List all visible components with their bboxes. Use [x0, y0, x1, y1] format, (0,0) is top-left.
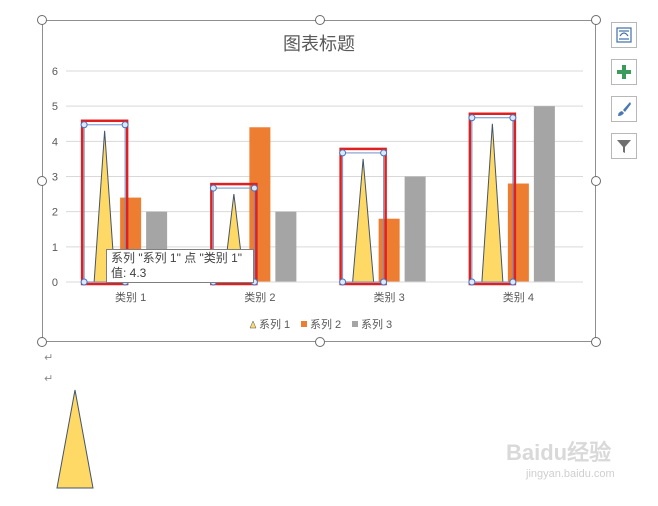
point-handle[interactable]	[380, 149, 388, 157]
point-handle[interactable]	[468, 114, 476, 122]
chart-filters-button[interactable]	[611, 133, 637, 159]
x-tick-label: 类别 1	[115, 290, 146, 304]
point-handle[interactable]	[250, 184, 258, 192]
legend-label: 系列 2	[310, 317, 341, 331]
bar[interactable]	[507, 183, 529, 282]
watermark-url: jingyan.baidu.com	[526, 468, 615, 480]
selection-highlight-box	[80, 119, 129, 286]
point-handle[interactable]	[380, 278, 388, 286]
selection-outline	[342, 152, 385, 283]
tooltip-line-2: 值: 4.3	[111, 266, 147, 280]
x-tick-label: 类别 2	[244, 290, 275, 304]
legend-label: 系列 3	[361, 317, 392, 331]
y-tick-label: 0	[52, 277, 58, 289]
baidu-watermark: Baidu经验 jingyan.baidu.com	[478, 438, 628, 496]
selection-outline	[83, 124, 126, 283]
point-handle[interactable]	[209, 184, 217, 192]
bar[interactable]	[378, 218, 400, 282]
selection-highlight-box	[339, 147, 387, 286]
point-handle[interactable]	[339, 149, 347, 157]
point-handle[interactable]	[80, 278, 88, 286]
point-handle[interactable]	[468, 278, 476, 286]
resize-handle-middle-left[interactable]	[37, 176, 47, 186]
x-tick-label: 类别 3	[374, 290, 405, 304]
resize-handle-top-middle[interactable]	[315, 15, 325, 25]
extra-triangle-shape[interactable]	[56, 389, 94, 489]
chart-elements-button[interactable]	[611, 59, 637, 85]
triangle-bar[interactable]	[481, 123, 504, 283]
chart-styles-button[interactable]	[611, 96, 637, 122]
chart-layout-button[interactable]	[611, 22, 637, 48]
watermark-brand: Baidu经验	[506, 440, 612, 465]
selection-highlight-box	[468, 112, 517, 286]
point-handle[interactable]	[80, 121, 88, 129]
y-tick-label: 6	[52, 66, 58, 78]
resize-handle-bottom-middle[interactable]	[315, 337, 325, 347]
resize-handle-bottom-right[interactable]	[591, 337, 601, 347]
resize-handle-bottom-left[interactable]	[37, 337, 47, 347]
plus-icon	[617, 65, 631, 79]
bar[interactable]	[404, 176, 426, 283]
resize-handle-top-left[interactable]	[37, 15, 47, 25]
point-handle[interactable]	[121, 121, 129, 129]
y-tick-label: 2	[52, 207, 58, 219]
selection-outline	[471, 117, 514, 283]
paragraph-mark: ↵	[44, 373, 54, 385]
chart-layout-icon	[616, 27, 632, 43]
filter-icon	[617, 140, 631, 153]
point-handle[interactable]	[509, 114, 517, 122]
point-handle[interactable]	[509, 278, 517, 286]
resize-handle-middle-right[interactable]	[591, 176, 601, 186]
selection-highlight-box	[210, 182, 258, 286]
tooltip-line-1: 系列 "系列 1" 点 "类别 1"	[111, 251, 243, 265]
x-tick-label: 类别 4	[503, 290, 534, 304]
data-point-tooltip: 系列 "系列 1" 点 "类别 1" 值: 4.3	[106, 249, 254, 283]
y-tick-label: 1	[52, 242, 58, 254]
y-tick-label: 4	[52, 136, 58, 148]
legend-marker	[249, 320, 257, 329]
resize-handle-top-right[interactable]	[591, 15, 601, 25]
paintbrush-icon	[618, 102, 631, 116]
bar[interactable]	[275, 211, 297, 282]
chart-title[interactable]: 图表标题	[283, 34, 355, 54]
bar[interactable]	[533, 106, 555, 283]
legend-marker	[301, 321, 307, 327]
paragraph-mark: ↵	[44, 352, 54, 364]
point-handle[interactable]	[339, 278, 347, 286]
y-tick-label: 3	[52, 172, 58, 184]
legend-marker	[352, 321, 358, 327]
triangle-bar[interactable]	[352, 158, 375, 283]
legend-label: 系列 1	[259, 317, 290, 331]
y-tick-label: 5	[52, 101, 58, 113]
